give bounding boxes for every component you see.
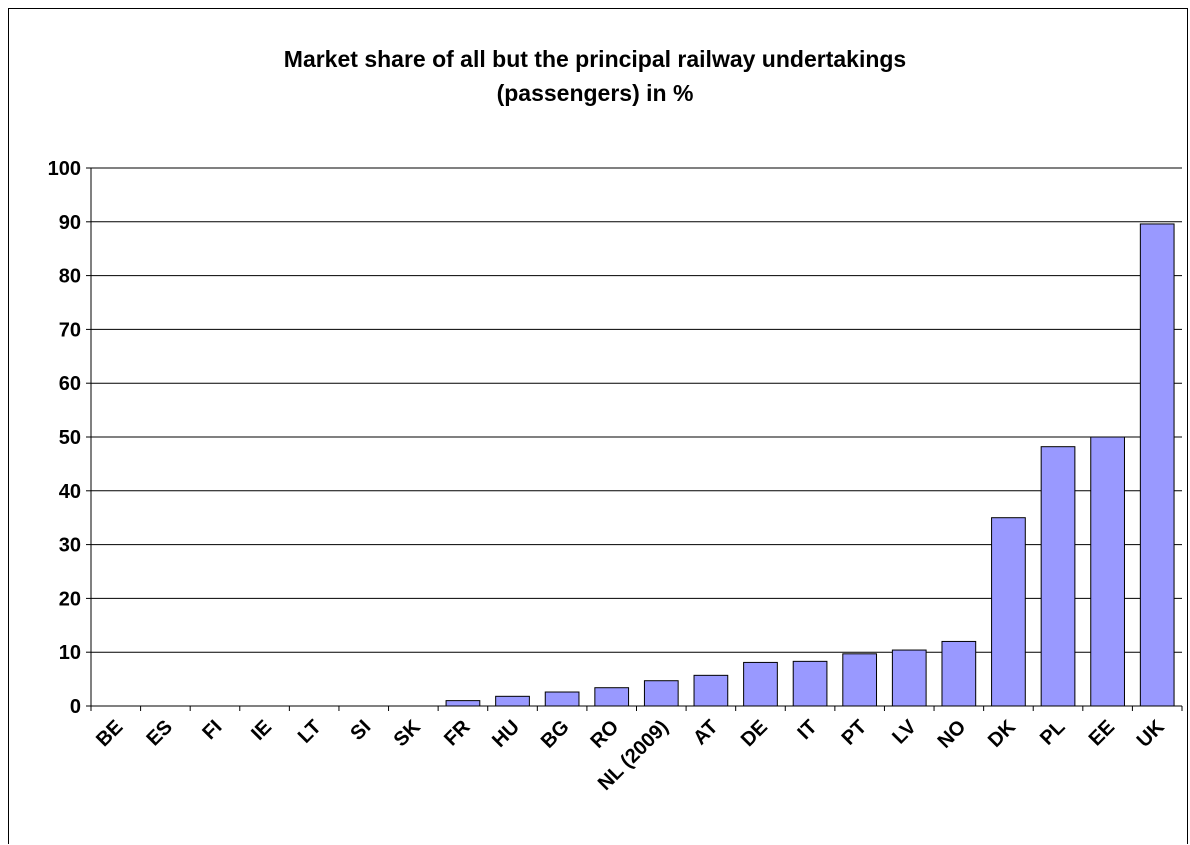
- x-tick-label: HU: [488, 716, 524, 752]
- x-tick-label: LV: [888, 716, 921, 749]
- bar-pt: [842, 653, 878, 707]
- bar-hu: [495, 695, 530, 707]
- bar-no: [941, 640, 977, 707]
- chart-title-line-1: Market share of all but the principal ra…: [283, 46, 907, 72]
- x-tick-label: IT: [793, 716, 821, 744]
- y-tick-label: 20: [59, 588, 81, 610]
- bars: [445, 223, 1175, 707]
- x-tick-label: ES: [142, 716, 176, 750]
- y-tick-label: 100: [48, 158, 81, 180]
- bar-de: [743, 661, 778, 707]
- y-tick-label: 80: [59, 266, 81, 288]
- y-tick-label: 30: [59, 535, 81, 557]
- x-tick-label: SK: [390, 716, 426, 752]
- bar-at: [693, 674, 729, 707]
- x-tick-label: IE: [247, 716, 276, 745]
- x-tick-label: RO: [586, 716, 623, 753]
- bar-ee: [1090, 436, 1125, 707]
- x-tick-label: PT: [838, 716, 872, 750]
- x-tick-label: PL: [1036, 716, 1070, 750]
- x-tick-label: FR: [440, 716, 475, 751]
- y-tick-label: 50: [59, 427, 81, 449]
- axes: [86, 167, 1183, 711]
- y-tick-label: 60: [59, 373, 81, 395]
- x-tick-label: BE: [92, 716, 127, 751]
- x-tick-label: BG: [537, 716, 574, 753]
- x-tick-label: UK: [1133, 716, 1169, 752]
- y-tick-label: 40: [59, 481, 81, 503]
- x-tick-label: NO: [934, 716, 971, 753]
- x-tick-label: EE: [1085, 716, 1119, 750]
- bar-it: [792, 660, 828, 707]
- bar-uk: [1139, 223, 1175, 707]
- y-tick-label: 90: [59, 212, 81, 234]
- x-tick-label: DE: [737, 716, 772, 751]
- chart-title: Market share of all but the principal ra…: [0, 42, 1190, 110]
- x-tick-label: LT: [294, 716, 326, 748]
- x-tick-label: DK: [984, 716, 1020, 752]
- bar-pl: [1040, 446, 1076, 707]
- y-tick-label: 70: [59, 319, 81, 341]
- bar-ro: [594, 687, 630, 707]
- bar-fr: [445, 700, 481, 707]
- bar-bg: [544, 691, 580, 707]
- chart-title-line-2: (passengers) in %: [496, 80, 694, 106]
- y-tick-label: 0: [70, 696, 81, 718]
- bar-lv: [891, 649, 927, 707]
- y-tick-label: 10: [59, 642, 81, 664]
- x-tick-label: SI: [346, 716, 375, 745]
- x-tick-label: FI: [198, 716, 226, 744]
- bar-dk: [991, 517, 1026, 707]
- bar-nl-2009: [643, 680, 679, 707]
- x-tick-label: AT: [689, 716, 722, 749]
- y-tick-labels: 0 10 20 30 40 50 60 70 80 90 100: [48, 158, 81, 718]
